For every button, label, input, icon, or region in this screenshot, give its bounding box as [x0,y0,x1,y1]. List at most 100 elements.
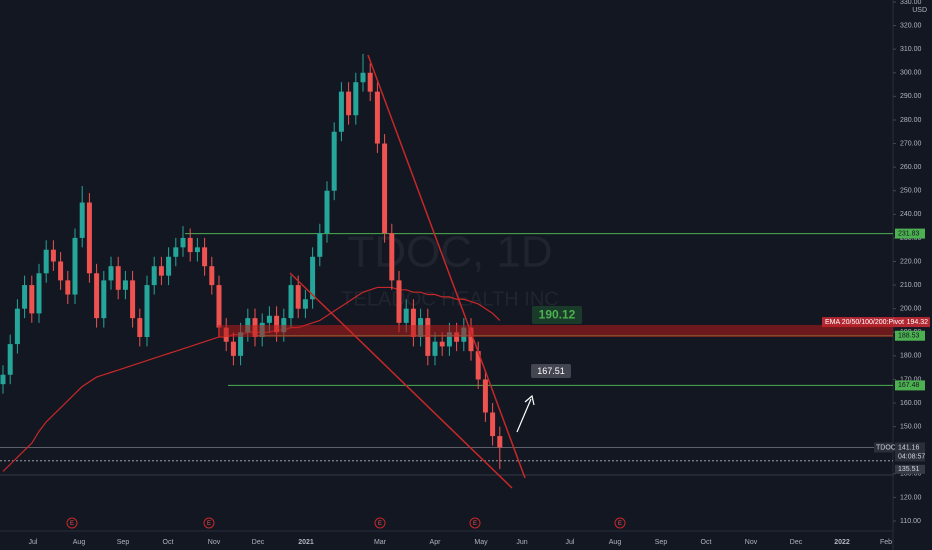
candle-body [180,237,186,248]
earnings-label: E [473,521,477,527]
annotation-box [532,306,582,324]
candle-body [302,299,308,309]
countdown-label: 04:08:57 [898,453,925,460]
candle-body [144,285,150,337]
x-tick-label: Jul [29,539,38,546]
x-tick-label: Sep [117,539,130,546]
candle-body [7,344,13,375]
candle-body [115,266,121,290]
y-tick-label: 260.00 [900,164,922,171]
arrow-head [524,394,535,406]
y-tick-label: 170.00 [900,376,922,383]
candle-body [108,266,114,281]
y-tick-label: 310.00 [900,46,922,53]
y-tick-label: 240.00 [900,211,922,218]
candle-body [0,374,6,385]
candle-body [50,249,56,262]
candle-body [173,247,179,257]
candle-body [209,266,215,286]
x-tick-label: Nov [745,539,758,546]
candle-body [374,91,380,144]
candle-body [346,91,352,116]
y-tick-label: 270.00 [900,140,922,147]
currency-label: USD [912,7,927,14]
resistance-zone [218,325,893,337]
level-label: 188.53 [898,333,920,340]
y-tick-label: 220.00 [900,258,922,265]
candle-body [86,202,92,274]
trendline [289,272,513,489]
candle-body [36,273,42,314]
candle-body [468,327,474,352]
low-label: 135.51 [898,466,920,473]
candle-body [482,379,488,413]
candle-body [288,285,294,319]
x-tick-label: Aug [609,539,622,546]
candle-body [497,436,503,448]
y-tick-label: 160.00 [900,400,922,407]
candle-body [238,332,244,356]
arrow [516,398,532,433]
level-tag [895,330,925,341]
candle-body [22,285,28,309]
level-tag [895,380,925,391]
candle-body [194,247,200,253]
y-tick-label: 330.00 [900,0,922,6]
ema-value: 194.32 [907,319,929,326]
candle-body [122,280,128,290]
candle-body [317,233,323,257]
earnings-marker [374,517,386,529]
y-tick-label: 150.00 [900,423,922,430]
symbol-label: TDOC [876,444,896,451]
x-tick-label: Oct [701,539,712,546]
y-tick-label: 300.00 [900,70,922,77]
candle-body [72,237,78,295]
candle-body [202,247,208,267]
earnings-label: E [618,521,622,527]
y-tick-label: 290.00 [900,93,922,100]
candle-body [310,256,316,300]
annotation-text: 167.51 [537,366,565,376]
level-label: 167.48 [898,382,920,389]
x-tick-label: Nov [208,539,221,546]
x-tick-label: Dec [790,539,803,546]
annotation-box [531,364,571,378]
candle-body [101,280,107,319]
y-tick-label: 250.00 [900,188,922,195]
candle-body [382,143,388,234]
price-label: 141.16 [898,444,920,451]
candle-body [230,341,236,356]
x-tick-label: Jul [566,539,575,546]
candle-body [130,280,136,319]
candle-body [65,280,71,295]
candle-body [29,285,35,314]
candle-body [266,315,272,323]
y-tick-label: 200.00 [900,306,922,313]
watermark-symbol: TDOC, 1D [347,228,552,277]
watermark-name: TELADOC HEALTH INC [341,288,558,310]
candle-body [151,266,157,286]
candle-body [353,82,359,116]
x-tick-label: Apr [430,539,442,546]
candle-body [338,91,344,132]
candle-body [216,285,222,328]
x-tick-label: 2021 [298,539,314,546]
x-tick-label: Mar [374,539,387,546]
candle-body [403,308,409,323]
y-tick-label: 280.00 [900,117,922,124]
x-tick-label: Oct [163,539,174,546]
y-tick-label: 180.00 [900,353,922,360]
candle-body [475,351,481,380]
earnings-label: E [207,521,211,527]
candle-body [490,412,496,437]
x-tick-label: Feb [880,539,892,546]
y-tick-label: 320.00 [900,22,922,29]
earnings-marker [469,517,481,529]
candle-body [14,308,20,345]
level-label: 231.83 [898,230,920,237]
low-tag [895,464,925,474]
candle-body [166,256,172,276]
candle-body [410,308,416,337]
candle-body [446,332,452,347]
trendline [367,54,526,479]
